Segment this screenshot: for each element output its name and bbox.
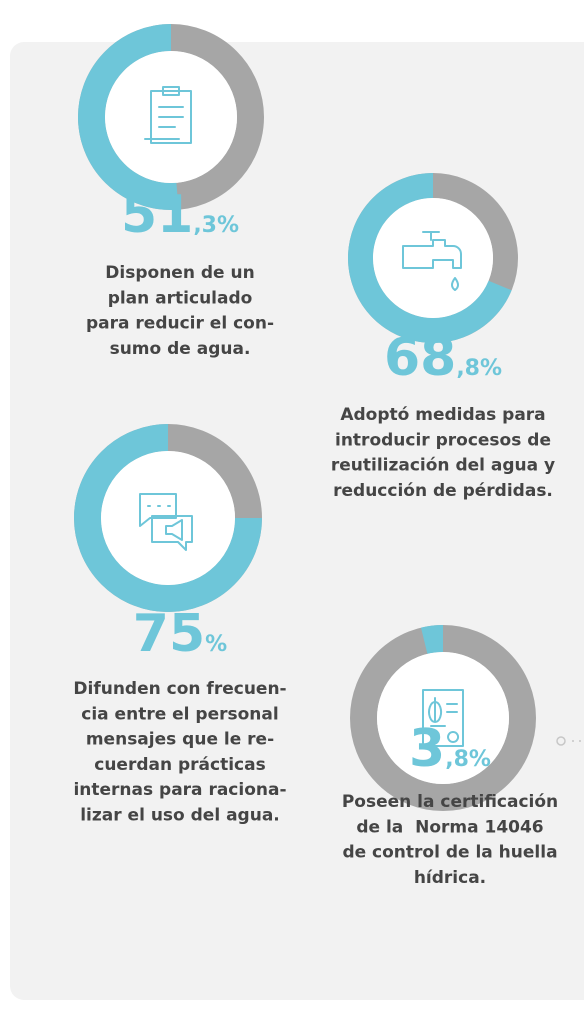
caption-line: lizar el uso del agua. bbox=[80, 806, 280, 826]
caption-line: reutilización del agua y bbox=[331, 456, 555, 476]
caption-line: Difunden con frecuen- bbox=[73, 679, 286, 699]
donut-hole bbox=[373, 198, 493, 318]
caption-line: internas para raciona- bbox=[73, 780, 286, 800]
caption-line: Adoptó medidas para bbox=[340, 405, 545, 425]
caption-line: plan articulado bbox=[108, 288, 253, 308]
value-label: 3,8% bbox=[409, 719, 491, 779]
caption-line: sumo de agua. bbox=[110, 339, 251, 359]
icon bbox=[144, 86, 192, 144]
caption-line: para reducir el con- bbox=[86, 314, 274, 334]
icon bbox=[402, 231, 462, 291]
donut-segment bbox=[78, 24, 179, 210]
caption-line: hídrica. bbox=[414, 868, 486, 888]
caption-line: de la Norma 14046 bbox=[356, 817, 543, 837]
caption-line: Poseen la certificación bbox=[342, 792, 558, 812]
value-label: 75% bbox=[133, 604, 227, 664]
donut-segment bbox=[74, 424, 262, 612]
icon bbox=[422, 689, 464, 747]
donut-segment bbox=[421, 625, 444, 654]
dot bbox=[579, 740, 581, 742]
caption-line: cia entre el personal bbox=[81, 704, 278, 724]
donut-hole bbox=[377, 652, 509, 784]
donut-segment bbox=[348, 173, 512, 343]
value-label: 68,8% bbox=[384, 328, 502, 388]
caption-line: cuerdan prácticas bbox=[94, 755, 265, 775]
caption-line: mensajes que le re- bbox=[86, 730, 274, 750]
value-label: 51,3% bbox=[121, 185, 239, 245]
icon bbox=[139, 493, 193, 551]
caption-line: de control de la huella bbox=[342, 843, 557, 863]
more-indicator bbox=[556, 736, 566, 746]
dot bbox=[572, 740, 574, 742]
caption-line: introducir procesos de bbox=[335, 430, 551, 450]
caption-line: Disponen de un bbox=[105, 263, 254, 283]
caption-line: reducción de pérdidas. bbox=[333, 481, 553, 501]
